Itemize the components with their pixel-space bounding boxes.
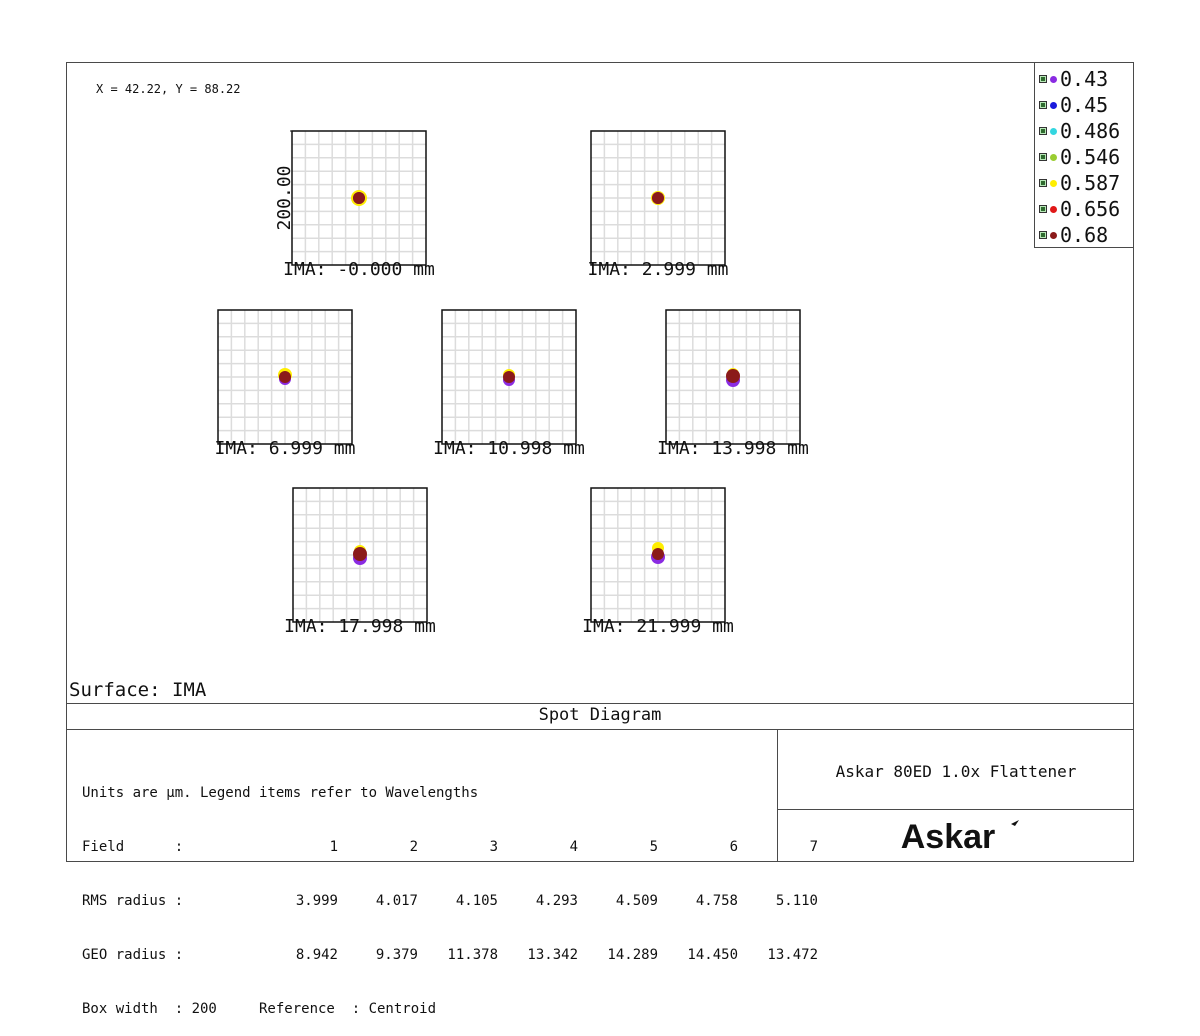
legend-label: 0.68	[1060, 223, 1109, 247]
legend-dot	[1050, 75, 1057, 83]
legend-dot	[1050, 179, 1057, 187]
field-number: 3	[489, 839, 498, 855]
legend-label: 0.45	[1060, 93, 1109, 117]
geo-value: 13.342	[527, 947, 578, 963]
legend-label: 0.587	[1060, 171, 1121, 195]
legend-swatch-box	[1039, 75, 1047, 83]
legend-swatch-box	[1039, 101, 1047, 109]
spot-point	[353, 547, 367, 561]
spot-box-border	[665, 309, 801, 445]
spot-box-border	[441, 309, 577, 445]
logo-text: Askar	[901, 818, 996, 856]
field-number: 7	[809, 839, 818, 855]
legend-dot	[1050, 101, 1057, 109]
field-label: IMA: 13.998 mm	[657, 438, 809, 459]
spot-diagram-plot: IMA: -0.000 mm IMA: 2.999 mm IMA: 6.999 mm…	[215, 130, 809, 637]
rms-value: 3.999	[295, 893, 338, 909]
legend-item: 0.45	[1039, 92, 1108, 118]
field-number: 6	[729, 839, 738, 855]
rms-value: 4.017	[375, 893, 418, 909]
box-width-line: Box width : 200 Reference : Centroid	[82, 1001, 437, 1017]
spot-point	[652, 192, 664, 204]
info-block: Units are µm. Legend items refer to Wave…	[82, 748, 818, 1036]
legend-swatch-box	[1039, 153, 1047, 161]
askar-logo: Askar	[901, 818, 1019, 856]
cursor-readout: X = 42.22, Y = 88.22	[96, 82, 241, 96]
field-label: IMA: -0.000 mm	[283, 259, 435, 280]
wavelength-legend: 0.43 0.45 0.486 0.546 0.587 0.656 0.68	[1034, 62, 1134, 248]
rms-value: 4.105	[455, 893, 498, 909]
legend-item: 0.546	[1039, 144, 1120, 170]
geo-value: 8.942	[295, 947, 338, 963]
legend-dot	[1050, 153, 1057, 161]
spot-box-border	[292, 487, 428, 623]
surface-label: Surface: IMA	[69, 679, 207, 701]
field-number: 2	[409, 839, 418, 855]
geo-value: 13.472	[767, 947, 818, 963]
divider	[778, 809, 1134, 810]
field-label: IMA: 2.999 mm	[588, 259, 729, 280]
units-line: Units are µm. Legend items refer to Wave…	[82, 785, 479, 801]
legend-item: 0.68	[1039, 222, 1108, 248]
legend-item: 0.486	[1039, 118, 1120, 144]
field-number: 1	[329, 839, 338, 855]
geo-value: 11.378	[447, 947, 498, 963]
geo-value: 9.379	[375, 947, 418, 963]
legend-item: 0.587	[1039, 170, 1120, 196]
logo-mark	[1011, 820, 1019, 826]
field-row: Field : 1 2 3 4 5 6 7	[82, 838, 818, 856]
legend-swatch-box	[1039, 179, 1047, 187]
spot-point	[503, 371, 515, 383]
field-number: 5	[649, 839, 658, 855]
geo-row: GEO radius : 8.942 9.379 11.378 13.342 1…	[82, 946, 818, 964]
geo-label: GEO radius :	[82, 947, 184, 963]
field-label: IMA: 6.999 mm	[215, 438, 356, 459]
divider	[777, 729, 778, 862]
rms-label: RMS radius :	[82, 893, 184, 909]
spot-box-border	[217, 309, 353, 445]
scale-label: 200.00	[274, 165, 295, 230]
legend-dot	[1050, 231, 1057, 239]
spot-box-border	[291, 130, 427, 266]
plot-frame	[66, 62, 1134, 862]
legend-label: 0.546	[1060, 145, 1121, 169]
legend-dot	[1050, 205, 1057, 213]
legend-dot	[1050, 127, 1057, 135]
rms-value: 4.509	[615, 893, 658, 909]
spot-point	[726, 369, 740, 383]
legend-swatch-box	[1039, 231, 1047, 239]
spot-box-border	[590, 487, 726, 623]
field-number: 4	[569, 839, 578, 855]
legend-label: 0.486	[1060, 119, 1121, 143]
field-label: IMA: 21.999 mm	[582, 616, 734, 637]
field-label: IMA: 17.998 mm	[284, 616, 436, 637]
rms-row: RMS radius : 3.999 4.017 4.105 4.293 4.5…	[82, 892, 818, 910]
spot-point	[652, 548, 664, 560]
spot-point	[353, 192, 365, 204]
legend-label: 0.43	[1060, 67, 1109, 91]
field-label: Field :	[82, 839, 184, 855]
panel-title: Spot Diagram	[538, 705, 662, 725]
spot-point	[279, 371, 291, 383]
lens-name: Askar 80ED 1.0x Flattener	[835, 762, 1077, 781]
rms-value: 4.758	[695, 893, 738, 909]
legend-swatch-box	[1039, 127, 1047, 135]
geo-value: 14.289	[607, 947, 658, 963]
divider	[66, 729, 1134, 730]
rms-value: 5.110	[775, 893, 818, 909]
legend-swatch-box	[1039, 205, 1047, 213]
legend-item: 0.656	[1039, 196, 1120, 222]
legend-label: 0.656	[1060, 197, 1121, 221]
rms-value: 4.293	[535, 893, 578, 909]
spot-box-border	[590, 130, 726, 266]
field-label: IMA: 10.998 mm	[433, 438, 585, 459]
geo-value: 14.450	[687, 947, 738, 963]
divider	[66, 703, 1134, 704]
legend-item: 0.43	[1039, 66, 1108, 92]
